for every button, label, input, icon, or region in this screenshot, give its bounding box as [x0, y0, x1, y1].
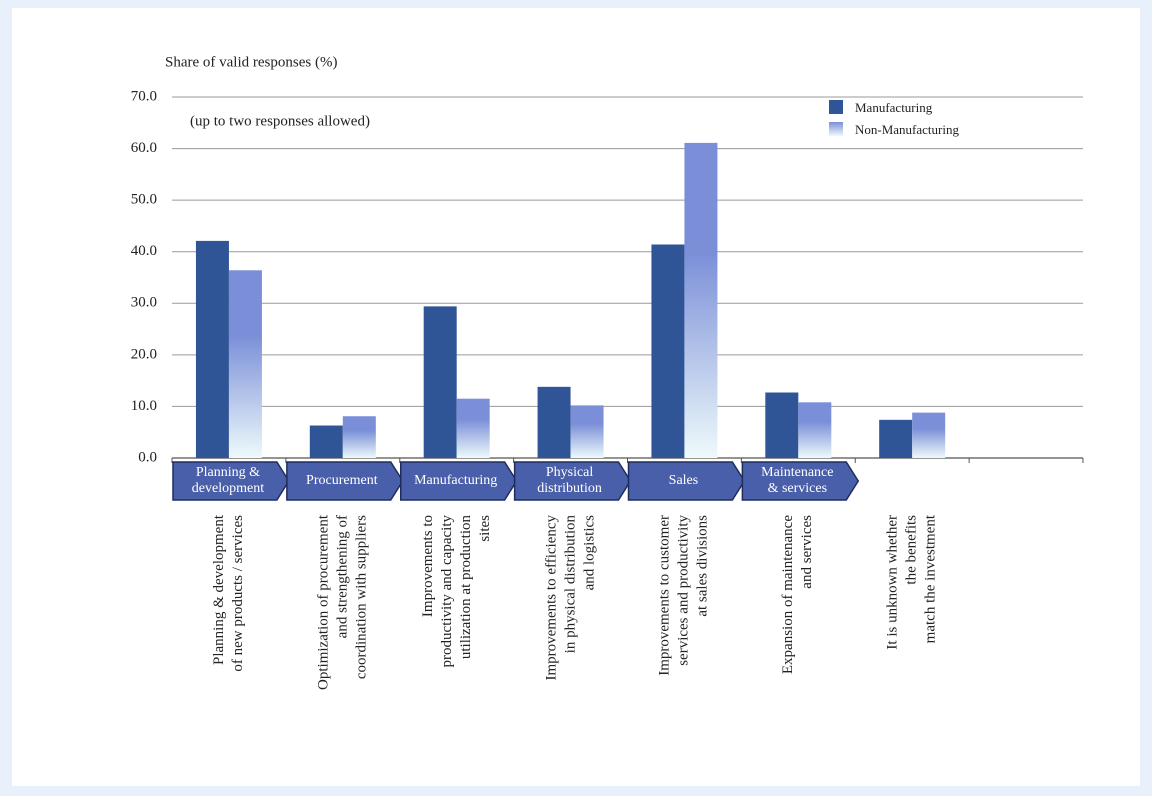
legend-swatch — [829, 100, 843, 114]
x-tick-label: It is unknown whether the benefits match… — [884, 515, 939, 650]
bar — [765, 392, 799, 458]
x-tick-label: Improvements to efficiency in physical d… — [543, 515, 598, 681]
y-tick-label: 30.0 — [131, 295, 157, 311]
bar — [570, 405, 604, 458]
bar — [879, 419, 913, 458]
stage-arrow — [741, 461, 860, 501]
stage-arrow — [400, 461, 518, 501]
stage-label: Procurement — [306, 473, 378, 488]
bar — [684, 142, 718, 459]
stage-label: Manufacturing — [414, 473, 498, 488]
annotation: (up to two responses allowed) — [190, 113, 370, 129]
stage-arrow — [513, 461, 632, 501]
legend-label: Manufacturing — [855, 100, 933, 115]
x-tick-label: Expansion of maintenance and services — [780, 515, 816, 675]
x-tick-label: Planning & development of new products /… — [210, 515, 246, 672]
legend-swatch — [829, 122, 843, 136]
bar — [309, 425, 343, 458]
y-tick-label: 20.0 — [131, 346, 157, 362]
stage-label: Sales — [668, 473, 699, 488]
bar — [342, 416, 376, 458]
stage-arrow — [627, 461, 746, 501]
bar — [798, 402, 832, 458]
y-tick-label: 40.0 — [131, 243, 157, 259]
legend-label: Non-Manufacturing — [855, 122, 959, 137]
bar — [423, 306, 457, 458]
bar — [912, 412, 946, 458]
bar — [195, 240, 229, 458]
y-tick-label: 70.0 — [131, 88, 157, 104]
stage-label: Maintenance & services — [761, 465, 834, 496]
x-tick-label: Optimization of procurement and strength… — [315, 515, 370, 690]
y-tick-label: 50.0 — [131, 192, 157, 208]
y-axis-label: Share of valid responses (%) — [165, 54, 337, 70]
bar — [456, 398, 490, 458]
stage-label: Physical distribution — [537, 465, 602, 496]
x-tick-label: Improvements to customer services and pr… — [656, 515, 711, 676]
stage-arrow — [172, 461, 290, 501]
y-tick-label: 0.0 — [138, 449, 157, 465]
stage-label: Planning & development — [191, 465, 265, 496]
x-tick-label: Improvements to productivity and capacit… — [419, 515, 493, 668]
bar — [537, 386, 571, 458]
stage-arrow — [286, 461, 404, 501]
y-tick-label: 10.0 — [131, 398, 157, 414]
y-tick-label: 60.0 — [131, 140, 157, 156]
bar — [228, 270, 262, 458]
bar — [651, 244, 685, 458]
